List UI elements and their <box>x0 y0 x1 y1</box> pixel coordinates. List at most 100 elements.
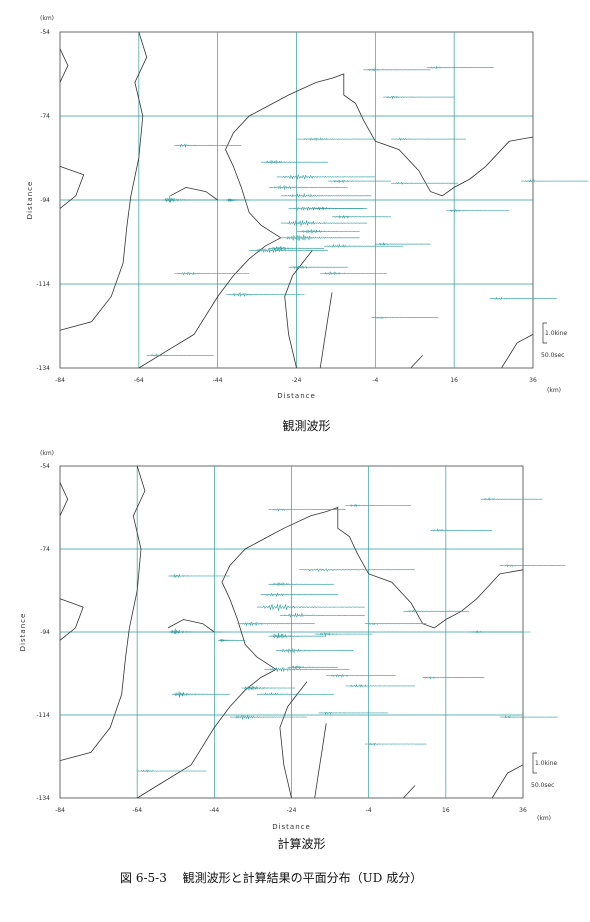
x-tick-label: -84 <box>55 807 65 814</box>
coastline <box>167 619 215 633</box>
scale-amplitude-label: 1.0kine <box>545 330 567 337</box>
waveform-trace <box>364 622 427 626</box>
waveform-trace <box>469 630 531 633</box>
waveform-trace <box>229 714 307 721</box>
coastline <box>59 482 69 516</box>
y-tick-label: -114 <box>36 712 50 719</box>
waveform-trace <box>521 179 589 183</box>
waveform-trace <box>260 592 338 598</box>
waveform-trace <box>345 683 416 688</box>
x-tick-label: 16 <box>442 807 450 814</box>
waveform-trace <box>499 715 558 719</box>
coastline <box>170 186 218 201</box>
coastline <box>59 598 84 641</box>
computed-waveform-map: -84 -64 -44 -24 -4 16 36 -54 -74 -94 -114 -134 (km) (… <box>19 450 566 851</box>
waveform-trace <box>320 270 388 276</box>
waveform-trace <box>276 174 376 180</box>
y-axis-label: Distance <box>19 613 27 652</box>
coastline <box>279 681 308 799</box>
scale-amplitude-label: 1.0kine <box>535 760 557 767</box>
x-tick-label: 36 <box>519 807 527 814</box>
coastline <box>491 764 524 799</box>
scale-bar <box>532 752 537 774</box>
observed-waveform-map: -84 -64 -44 -24 -4 16 36 -54 -74 -94 -114 -134 (km) (… <box>26 15 589 433</box>
waveform-trace <box>241 685 296 691</box>
waveform-trace <box>326 674 396 678</box>
waveform-trace <box>162 195 218 203</box>
x-tick-label: -24 <box>287 807 297 814</box>
waveform-trace <box>268 582 334 586</box>
waveform-trace <box>256 691 335 696</box>
x-tick-label: -4 <box>372 377 378 384</box>
waveform-trace <box>280 192 372 198</box>
coastline <box>59 465 146 761</box>
panel-title: 観測波形 <box>282 419 330 433</box>
x-unit-label: (km) <box>547 387 561 394</box>
panel-title: 計算波形 <box>277 836 325 851</box>
scale-time-label: 50.0sec <box>531 782 554 789</box>
x-tick-label: -64 <box>132 807 142 814</box>
coastline <box>59 166 85 209</box>
x-axis-label: Distance <box>277 392 316 400</box>
waveform-trace <box>489 297 557 300</box>
y-tick-label: -74 <box>40 546 50 553</box>
waveform-trace <box>312 206 364 211</box>
waveform-trace <box>328 179 392 184</box>
waveform-trace <box>174 143 242 148</box>
waveform-trace <box>391 137 467 141</box>
waveform-trace <box>268 185 348 191</box>
y-unit-label: (km) <box>40 15 54 22</box>
waveform-trace <box>279 612 365 618</box>
coastline <box>59 31 148 331</box>
coastline <box>403 785 416 799</box>
waveform-trace <box>371 316 439 320</box>
waveform-trace <box>446 209 510 213</box>
waveform-trace <box>225 292 305 297</box>
coastline <box>501 334 534 369</box>
waveform-trace <box>430 528 493 532</box>
y-tick-label: -74 <box>40 113 50 120</box>
waveform-trace <box>287 665 338 670</box>
waveform-trace <box>403 609 470 613</box>
y-tick-label: -114 <box>36 281 50 288</box>
waveform-trace <box>296 137 376 141</box>
y-unit-label: (km) <box>40 450 54 457</box>
waveform-trace <box>280 234 360 241</box>
waveform-trace <box>426 65 494 69</box>
scale-time-label: 50.0sec <box>541 352 564 359</box>
coastline <box>284 250 313 369</box>
waveform-trace <box>318 711 388 715</box>
waveform-trace <box>363 68 431 72</box>
waveform-trace <box>268 508 346 512</box>
waveform-trace <box>174 271 250 276</box>
waveform-trace <box>324 243 403 248</box>
waveform-trace <box>256 603 365 611</box>
y-axis-label: Distance <box>26 181 34 220</box>
waveform-trace <box>391 181 459 185</box>
y-tick-label: -134 <box>36 795 50 802</box>
waveform-trace <box>499 564 566 568</box>
waveform-trace <box>345 503 412 507</box>
x-tick-label: -24 <box>292 377 302 384</box>
waveform-trace <box>296 229 360 234</box>
waveform-trace <box>261 160 328 164</box>
waveform-trace <box>237 622 315 627</box>
y-tick-label: -54 <box>40 463 50 470</box>
figure-caption: 図 6-5-3 観測波形と計算結果の平面分布（UD 成分） <box>120 870 422 885</box>
x-tick-label: -44 <box>213 377 223 384</box>
x-unit-label: (km) <box>537 815 551 822</box>
waveform-trace <box>146 353 214 357</box>
x-tick-label: 16 <box>450 377 458 384</box>
waveform-trace <box>364 743 427 747</box>
coastline <box>138 237 281 369</box>
coastline <box>410 355 423 369</box>
x-axis-label: Distance <box>272 823 311 831</box>
coastline <box>375 136 534 197</box>
waveform-trace <box>225 198 250 202</box>
waveform-trace <box>171 691 230 698</box>
coastline <box>319 292 333 369</box>
coastline <box>314 723 327 799</box>
y-tick-label: -134 <box>36 365 50 372</box>
waveform-trace <box>137 769 207 773</box>
